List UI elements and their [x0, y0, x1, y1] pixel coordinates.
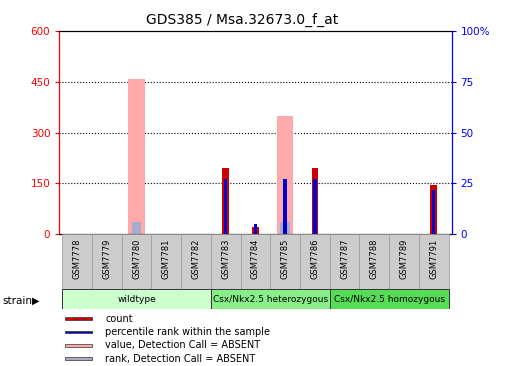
Bar — [224, 179, 228, 234]
Bar — [92, 234, 122, 289]
Text: GSM7781: GSM7781 — [162, 239, 171, 279]
Bar — [222, 168, 229, 234]
Text: percentile rank within the sample: percentile rank within the sample — [105, 327, 270, 337]
Text: GDS385 / Msa.32673.0_f_at: GDS385 / Msa.32673.0_f_at — [147, 13, 338, 27]
Text: strain: strain — [3, 296, 33, 306]
Bar — [240, 234, 270, 289]
Text: GSM7782: GSM7782 — [191, 239, 201, 279]
Text: wildtype: wildtype — [117, 295, 156, 304]
Bar — [252, 227, 259, 234]
Bar — [430, 185, 437, 234]
Text: GSM7789: GSM7789 — [399, 239, 409, 279]
Bar — [360, 234, 389, 289]
Bar — [432, 190, 436, 234]
Bar — [300, 234, 330, 289]
Text: GSM7788: GSM7788 — [370, 239, 379, 279]
Bar — [313, 179, 317, 234]
Text: GSM7778: GSM7778 — [73, 239, 82, 279]
Bar — [280, 223, 290, 234]
Text: ▶: ▶ — [32, 296, 40, 306]
Bar — [389, 234, 419, 289]
Bar — [312, 168, 318, 234]
Bar — [151, 234, 181, 289]
Bar — [330, 234, 360, 289]
Bar — [62, 289, 211, 309]
Text: value, Detection Call = ABSENT: value, Detection Call = ABSENT — [105, 340, 261, 350]
Bar — [132, 223, 141, 234]
Bar — [64, 344, 92, 347]
Bar — [122, 234, 151, 289]
Text: GSM7785: GSM7785 — [281, 239, 289, 279]
Bar — [211, 289, 330, 309]
Bar — [64, 357, 92, 360]
Bar — [181, 234, 211, 289]
Bar — [254, 224, 257, 234]
Text: Csx/Nkx2.5 heterozygous: Csx/Nkx2.5 heterozygous — [213, 295, 328, 304]
Bar — [64, 317, 92, 320]
Text: GSM7783: GSM7783 — [221, 239, 230, 279]
Text: GSM7784: GSM7784 — [251, 239, 260, 279]
Text: GSM7787: GSM7787 — [340, 239, 349, 279]
Bar — [283, 179, 287, 234]
Text: count: count — [105, 314, 133, 324]
Bar — [64, 331, 92, 333]
Text: GSM7779: GSM7779 — [102, 239, 111, 279]
Text: rank, Detection Call = ABSENT: rank, Detection Call = ABSENT — [105, 354, 256, 363]
Bar — [128, 79, 145, 234]
Bar — [330, 289, 448, 309]
Bar — [419, 234, 448, 289]
Text: Csx/Nkx2.5 homozygous: Csx/Nkx2.5 homozygous — [334, 295, 445, 304]
Text: GSM7780: GSM7780 — [132, 239, 141, 279]
Bar — [277, 116, 293, 234]
Bar — [62, 234, 92, 289]
Text: GSM7791: GSM7791 — [429, 239, 438, 279]
Bar — [211, 234, 240, 289]
Text: GSM7786: GSM7786 — [310, 239, 319, 279]
Bar — [270, 234, 300, 289]
